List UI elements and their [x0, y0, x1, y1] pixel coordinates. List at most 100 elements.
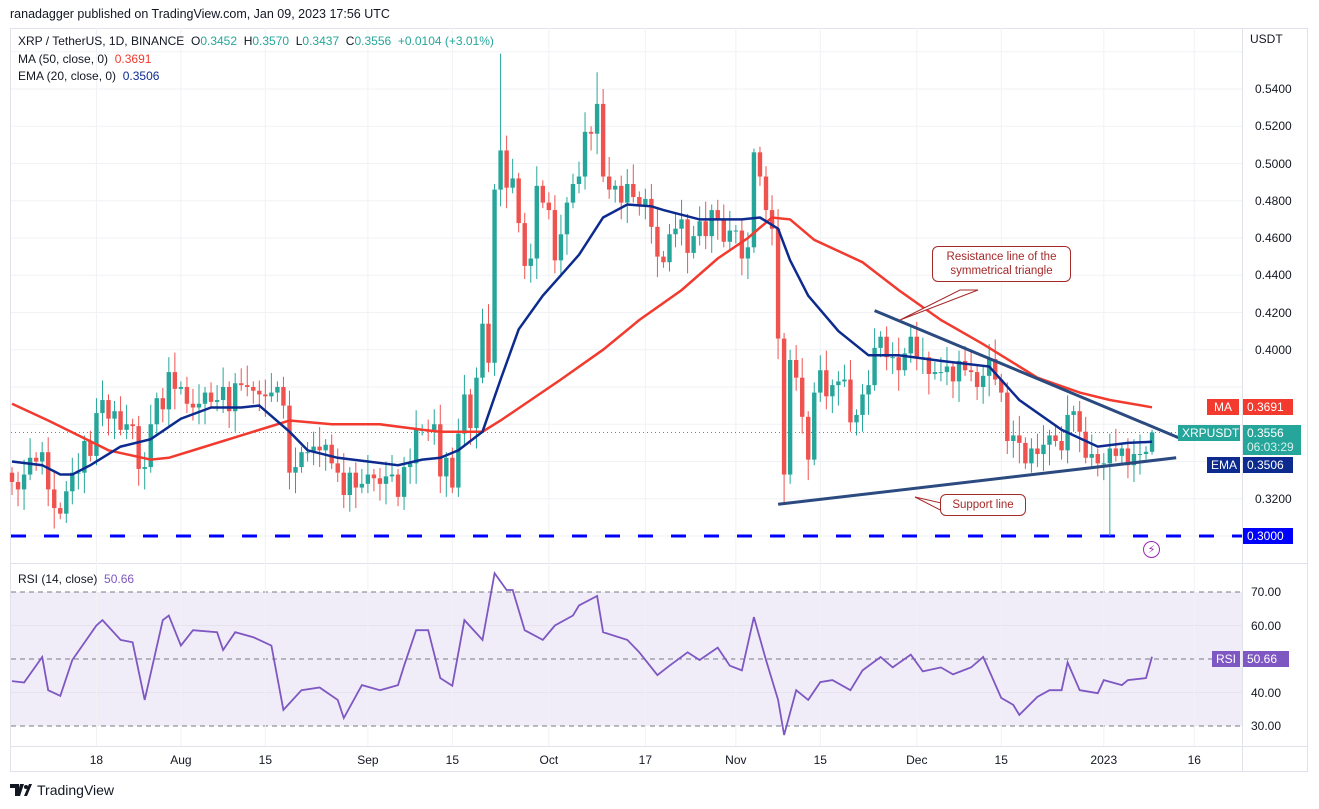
candle-body — [926, 357, 932, 374]
candle-body — [1083, 431, 1088, 458]
candle-body — [1023, 442, 1028, 464]
candle-body — [498, 150, 503, 190]
ma-legend[interactable]: MA (50, close, 0) 0.3691 — [18, 52, 151, 66]
ema-legend[interactable]: EMA (20, close, 0) 0.3506 — [18, 69, 159, 83]
rsi-legend[interactable]: RSI (14, close) 50.66 — [18, 572, 134, 586]
ema-legend-label: EMA (20, close, 0) — [18, 69, 117, 83]
time-tick-label: 15 — [258, 753, 273, 767]
candle-body — [76, 472, 81, 474]
rsi-tag: RSI — [1212, 651, 1240, 667]
candle-body — [335, 463, 340, 473]
symbol-tag: XRPUSDT — [1178, 425, 1240, 441]
candle-body — [232, 383, 238, 412]
candle-body — [528, 258, 533, 266]
resistance-trendline[interactable] — [874, 309, 1183, 441]
candle-body — [21, 474, 27, 490]
candle-body — [58, 508, 63, 514]
candle-body — [588, 131, 594, 134]
ma50-line — [11, 216, 1153, 461]
candle-body — [504, 150, 509, 188]
candle-body — [257, 390, 262, 395]
rsi-tick-label: 30.00 — [1251, 719, 1282, 733]
tradingview-logo[interactable]: TradingView — [10, 782, 114, 798]
candle-body — [9, 472, 15, 482]
candle-body — [631, 183, 636, 198]
candle-body — [239, 383, 244, 386]
chart-frame — [10, 28, 1308, 772]
candle-body — [444, 457, 449, 477]
candle-body — [492, 189, 497, 363]
candle-body — [196, 403, 202, 408]
candle-body — [82, 441, 87, 473]
candle-body — [956, 360, 962, 382]
support-trendline[interactable] — [777, 456, 1177, 506]
candle-body — [1053, 435, 1058, 442]
candle-body — [619, 185, 624, 203]
candle-body — [323, 444, 328, 451]
candle-body — [715, 210, 720, 220]
currency-label: USDT — [1250, 32, 1283, 46]
support-callout[interactable]: Support line — [940, 494, 1026, 516]
candle-body — [522, 223, 527, 266]
candle-body — [793, 359, 799, 378]
candle-body — [739, 230, 745, 259]
time-tick-label: Oct — [539, 753, 559, 767]
candle-body — [661, 256, 666, 263]
price-tick-label: 0.4000 — [1255, 342, 1292, 357]
candle-body — [245, 385, 250, 387]
candle-body — [1149, 432, 1155, 452]
price-tick-label: 0.4800 — [1255, 193, 1292, 208]
candle-body — [106, 400, 111, 419]
candle-body — [848, 379, 853, 423]
close-value: 0.3556 — [354, 34, 392, 48]
price-tick-label: 0.5200 — [1255, 119, 1292, 134]
candle-body — [39, 452, 45, 462]
tradingview-logo-icon — [10, 784, 32, 796]
candle-body — [667, 234, 672, 263]
candle-body — [769, 210, 775, 229]
last-price: 0.3556 — [1247, 426, 1284, 440]
resistance-callout-pointer — [899, 289, 979, 321]
candle-body — [552, 210, 558, 261]
candle-body — [962, 360, 968, 371]
candle-body — [830, 385, 835, 397]
rsi-tick-label: 70.00 — [1251, 585, 1282, 599]
candle-body — [890, 357, 895, 359]
candle-body — [516, 178, 521, 224]
low-label: L — [295, 34, 303, 48]
candle-body — [733, 230, 739, 232]
candle-body — [462, 394, 467, 434]
candle-body — [317, 446, 322, 451]
candle-body — [613, 185, 618, 190]
candle-body — [389, 474, 395, 477]
lightning-icon[interactable]: ⚡ — [1143, 541, 1160, 558]
candle-body — [968, 370, 974, 373]
candle-body — [1107, 448, 1113, 464]
candle-body — [649, 198, 654, 227]
candle-body — [1005, 392, 1010, 442]
low-value: 0.3437 — [302, 34, 340, 48]
price-tick-label: 0.4200 — [1255, 305, 1292, 320]
candle-body — [202, 392, 208, 404]
candle-body — [799, 377, 805, 417]
symbol-title: XRP / TetherUS, 1D, BINANCE — [18, 34, 185, 48]
candle-body — [1035, 448, 1040, 455]
price-tick-label: 0.5000 — [1255, 156, 1292, 171]
time-tick-label: 2023 — [1090, 753, 1118, 767]
candle-body — [944, 366, 950, 373]
candle-body — [226, 387, 232, 412]
time-tick-label: 15 — [994, 753, 1008, 767]
bar-countdown: 06:03:29 — [1247, 440, 1294, 454]
ema-legend-value: 0.3506 — [122, 69, 160, 83]
candle-body — [45, 452, 51, 490]
rsi-tick-label: 60.00 — [1251, 618, 1282, 633]
candle-body — [142, 467, 147, 469]
symbol-legend[interactable]: XRP / TetherUS, 1D, BINANCE O0.3452 H0.3… — [18, 34, 494, 48]
candle-body — [950, 366, 956, 382]
resistance-callout[interactable]: Resistance line of the symmetrical trian… — [932, 246, 1071, 282]
time-tick-label: Sep — [357, 753, 379, 767]
candle-body — [112, 411, 117, 419]
time-tick-label: 18 — [89, 753, 104, 767]
candle-body — [329, 444, 334, 464]
